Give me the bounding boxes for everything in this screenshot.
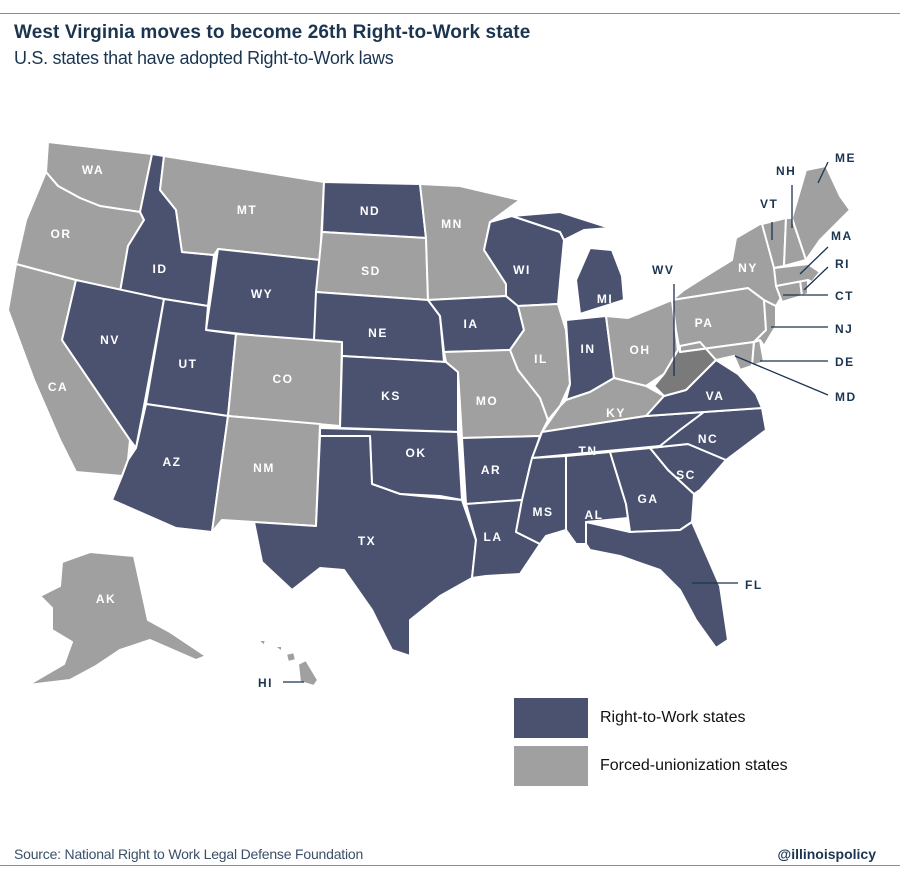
label-ID: ID xyxy=(153,262,168,276)
label-SC: SC xyxy=(676,468,696,482)
label-WI: WI xyxy=(513,263,531,277)
label-MN: MN xyxy=(441,217,463,231)
label-VT: VT xyxy=(760,197,778,211)
state-FL xyxy=(585,521,729,649)
legend-item-forced-unionization: Forced-unionization states xyxy=(514,746,788,786)
label-DE: DE xyxy=(835,355,855,369)
legend-label-forced-unionization: Forced-unionization states xyxy=(600,757,788,774)
label-MD: MD xyxy=(835,390,857,404)
state-MI xyxy=(511,211,625,315)
state-NJ xyxy=(753,299,777,347)
label-NE: NE xyxy=(368,326,388,340)
label-VA: VA xyxy=(706,389,725,403)
label-NC: NC xyxy=(698,432,718,446)
label-WA: WA xyxy=(82,163,104,177)
label-NM: NM xyxy=(253,461,275,475)
state-ME xyxy=(791,165,851,261)
label-IL: IL xyxy=(534,352,548,366)
leader-RI xyxy=(803,266,829,291)
label-ND: ND xyxy=(360,204,380,218)
label-CA: CA xyxy=(48,380,68,394)
state-NC xyxy=(649,407,767,461)
label-CT: CT xyxy=(835,289,854,303)
label-MS: MS xyxy=(533,505,554,519)
state-IL xyxy=(509,303,571,421)
chart-title: West Virginia moves to become 26th Right… xyxy=(14,22,531,43)
label-AK: AK xyxy=(96,592,116,606)
legend-item-right-to-work: Right-to-Work states xyxy=(514,698,788,738)
label-LA: LA xyxy=(484,530,503,544)
us-map-svg: WA OR CA ID NV MT WY UT AZ CO NM ND SD N… xyxy=(7,141,857,690)
legend-label-right-to-work: Right-to-Work states xyxy=(600,709,746,726)
label-SD: SD xyxy=(361,264,381,278)
legend-swatch-forced-unionization xyxy=(514,746,588,786)
leader-MA xyxy=(799,246,829,275)
label-OK: OK xyxy=(406,446,427,460)
leader-ME xyxy=(817,161,829,184)
label-NJ: NJ xyxy=(835,322,853,336)
label-OR: OR xyxy=(51,227,72,241)
label-NH: NH xyxy=(776,164,796,178)
label-KY: KY xyxy=(606,406,626,420)
top-divider xyxy=(0,13,900,14)
label-RI: RI xyxy=(835,257,850,271)
legend-swatch-right-to-work xyxy=(514,698,588,738)
label-AL: AL xyxy=(585,508,604,522)
state-KS xyxy=(339,355,459,433)
label-PA: PA xyxy=(695,316,714,330)
state-AK xyxy=(27,551,207,686)
leader-MD xyxy=(734,355,829,396)
social-handle: @illinoispolicy xyxy=(777,846,876,862)
label-OH: OH xyxy=(630,343,651,357)
us-map: WA OR CA ID NV MT WY UT AZ CO NM ND SD N… xyxy=(0,140,900,700)
label-MA: MA xyxy=(831,229,853,243)
label-GA: GA xyxy=(638,492,659,506)
label-WY: WY xyxy=(251,287,273,301)
label-FL: FL xyxy=(745,578,763,592)
label-WV: WV xyxy=(652,263,674,277)
chart-subtitle: U.S. states that have adopted Right-to-W… xyxy=(14,48,394,68)
label-UT: UT xyxy=(179,357,198,371)
label-HI: HI xyxy=(258,676,273,690)
label-NV: NV xyxy=(100,333,120,347)
label-MT: MT xyxy=(237,203,257,217)
label-TN: TN xyxy=(579,444,598,458)
state-HI xyxy=(257,639,319,687)
label-NY: NY xyxy=(738,261,758,275)
label-KS: KS xyxy=(381,389,401,403)
label-MO: MO xyxy=(476,394,498,408)
map-legend: Right-to-Work states Forced-unionization… xyxy=(514,698,788,794)
label-TX: TX xyxy=(358,534,376,548)
source-note: Source: National Right to Work Legal Def… xyxy=(14,846,364,862)
label-CO: CO xyxy=(273,372,294,386)
label-IA: IA xyxy=(464,317,479,331)
state-TX xyxy=(253,435,477,657)
label-ME: ME xyxy=(835,151,856,165)
bottom-divider xyxy=(0,865,900,866)
label-MI: MI xyxy=(597,292,613,306)
label-AR: AR xyxy=(481,463,501,477)
label-AZ: AZ xyxy=(163,455,182,469)
label-IN: IN xyxy=(581,342,596,356)
